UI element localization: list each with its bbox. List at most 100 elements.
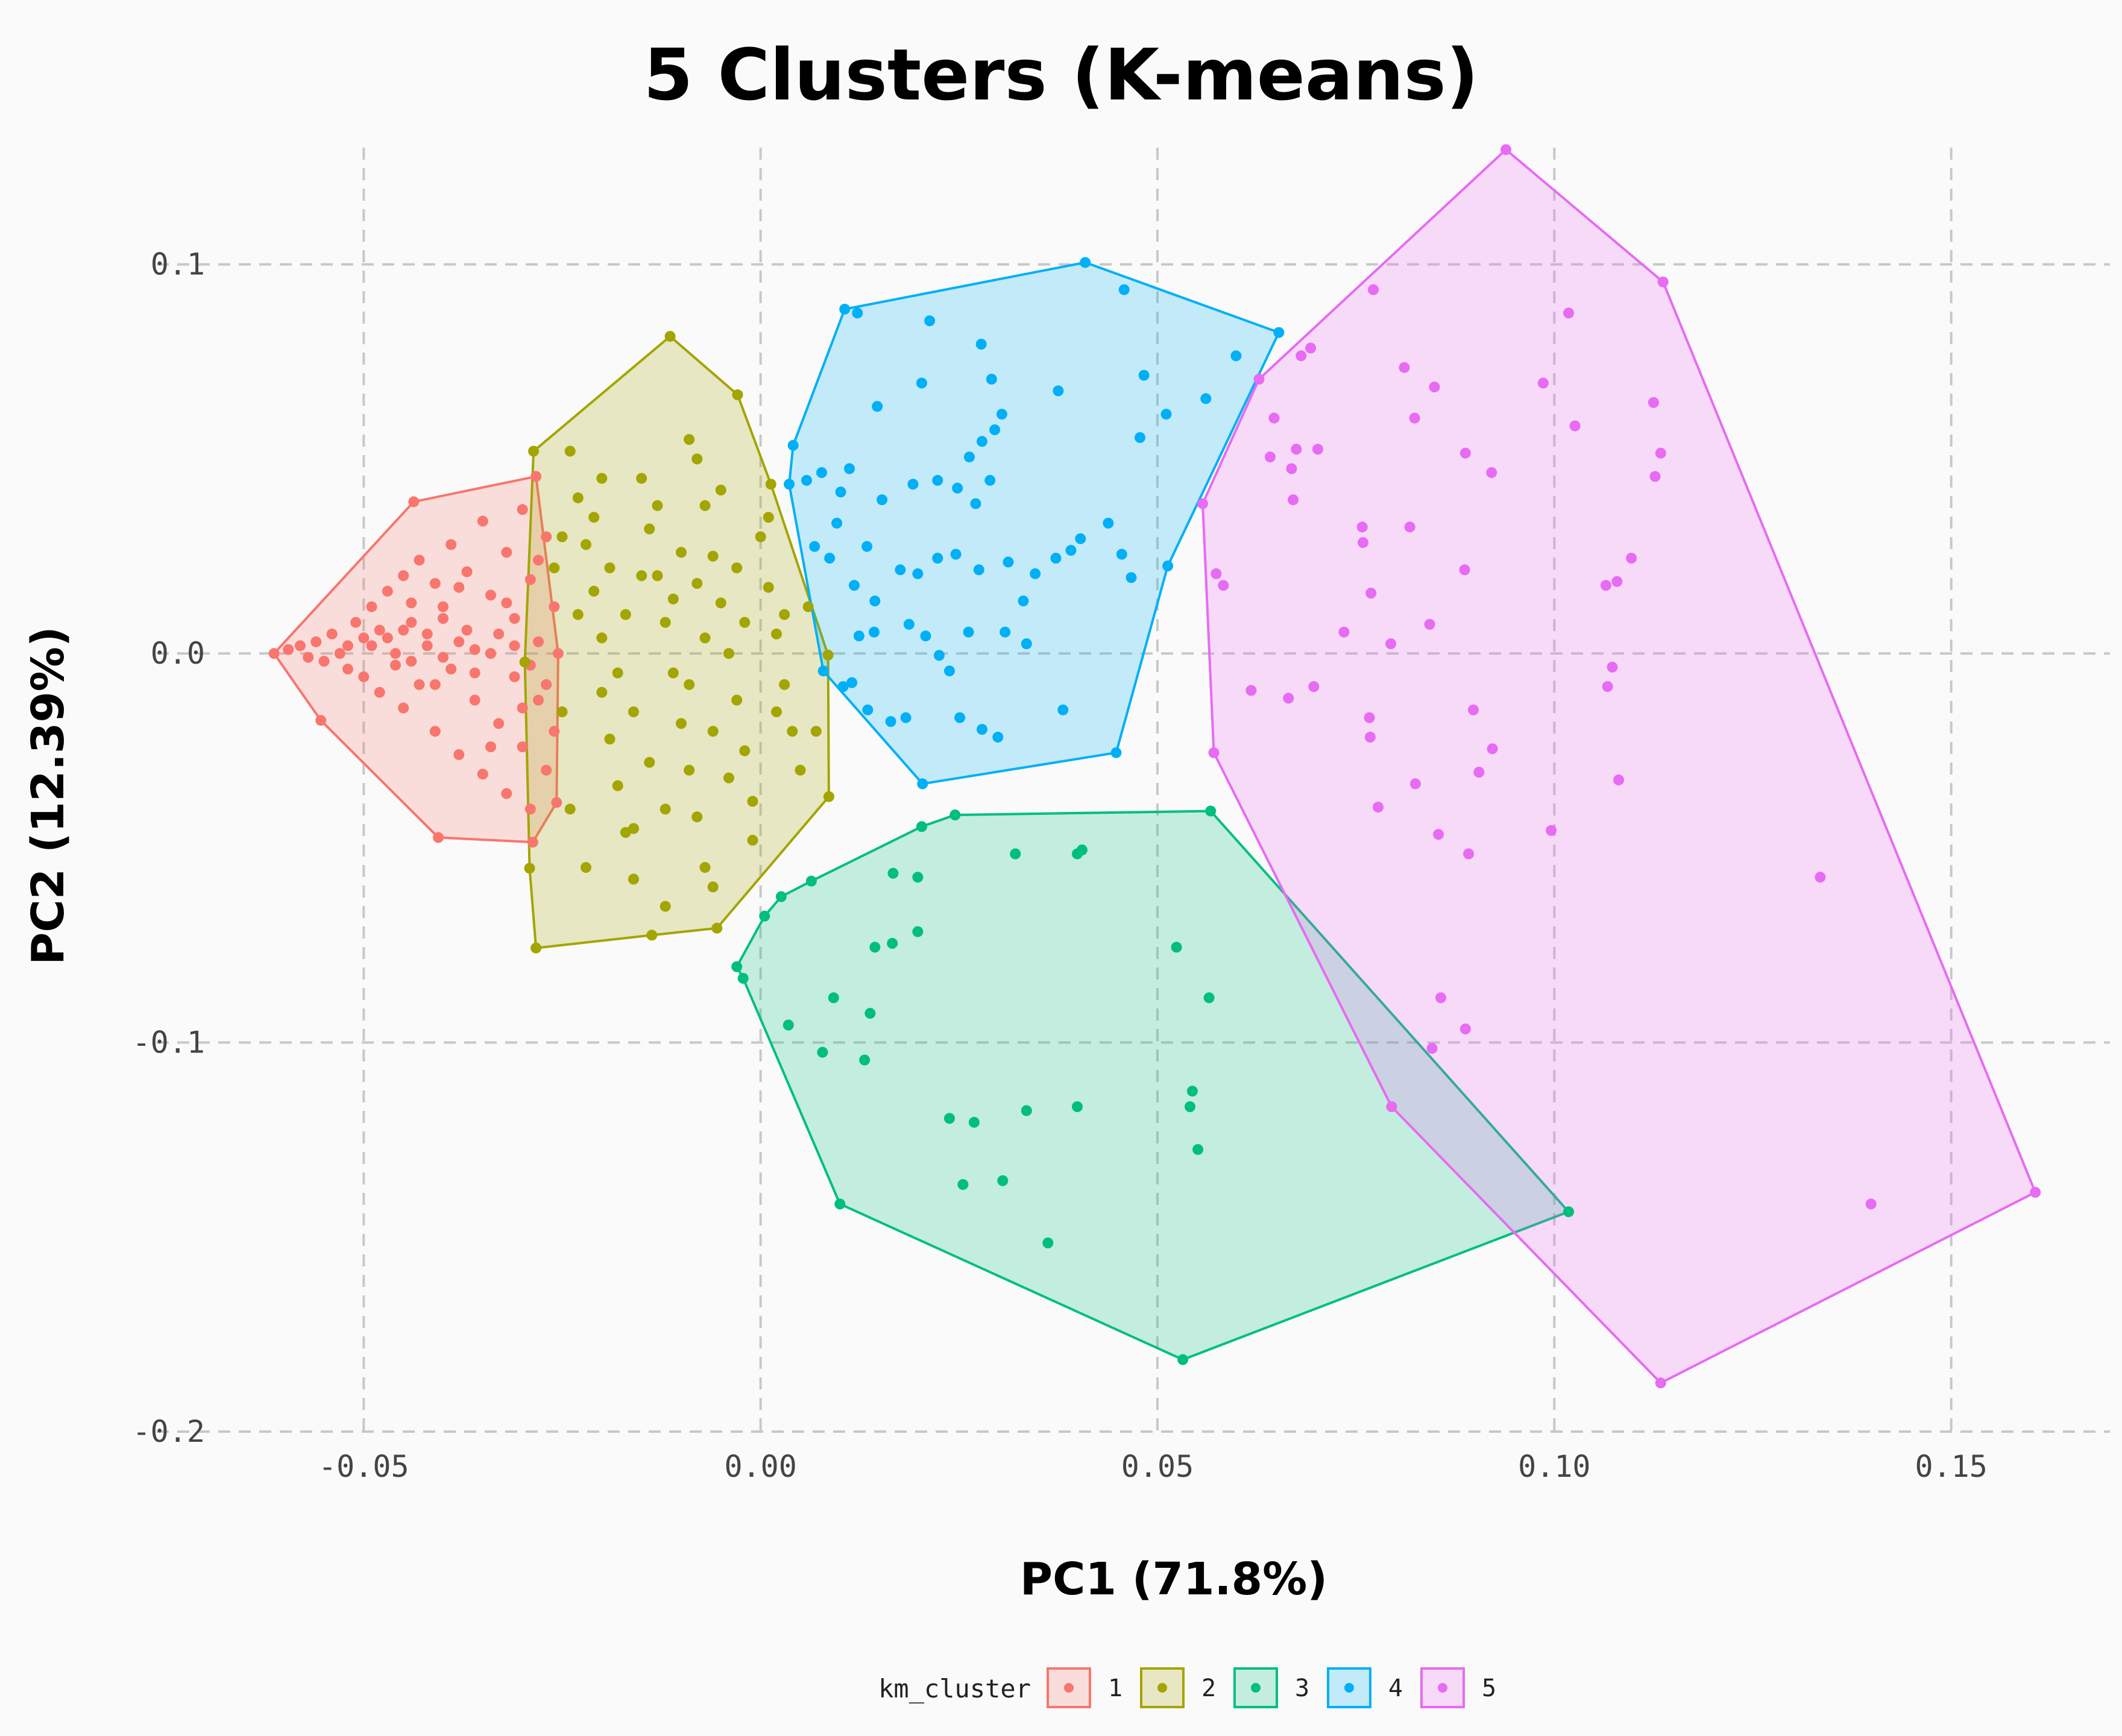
point-cluster-1-22 bbox=[382, 632, 393, 644]
point-cluster-1-49 bbox=[517, 741, 528, 752]
point-cluster-2-39 bbox=[763, 582, 774, 593]
hull-cluster-2 bbox=[523, 335, 830, 949]
point-cluster-5-12 bbox=[1429, 382, 1440, 392]
point-cluster-2-32 bbox=[707, 550, 719, 562]
legend-key-dot-2 bbox=[1157, 1683, 1167, 1693]
point-cluster-1-15 bbox=[342, 663, 353, 675]
point-cluster-2-47 bbox=[572, 609, 584, 620]
legend-key-dot-1 bbox=[1064, 1683, 1074, 1693]
x-tick-label-4: 0.15 bbox=[1915, 1449, 1987, 1484]
point-cluster-3-18 bbox=[912, 926, 924, 937]
point-cluster-3-2 bbox=[775, 891, 787, 902]
point-cluster-1-23 bbox=[390, 659, 401, 671]
point-cluster-4-37 bbox=[809, 541, 820, 552]
point-cluster-2-11 bbox=[564, 445, 576, 457]
point-cluster-1-78 bbox=[517, 702, 528, 714]
point-cluster-2-31 bbox=[699, 500, 711, 511]
y-tick-label-2: -0.1 bbox=[133, 1025, 205, 1060]
point-cluster-1-46 bbox=[509, 613, 520, 624]
point-cluster-4-61 bbox=[1018, 596, 1029, 606]
x-axis-title: PC1 (71.8%) bbox=[1020, 1553, 1327, 1605]
point-cluster-3-11 bbox=[887, 867, 899, 879]
point-cluster-4-12 bbox=[986, 374, 997, 385]
point-cluster-2-76 bbox=[628, 823, 639, 834]
point-cluster-2-50 bbox=[604, 562, 616, 574]
point-cluster-2-0 bbox=[528, 445, 540, 457]
point-cluster-5-43 bbox=[1308, 681, 1320, 692]
point-cluster-5-35 bbox=[1600, 580, 1611, 591]
point-cluster-4-28 bbox=[801, 474, 812, 486]
point-cluster-4-6 bbox=[817, 665, 829, 677]
point-cluster-2-40 bbox=[771, 628, 782, 640]
point-cluster-5-34 bbox=[1459, 564, 1470, 576]
point-cluster-2-3 bbox=[765, 479, 776, 490]
point-cluster-1-9 bbox=[295, 640, 306, 652]
point-cluster-3-10 bbox=[737, 973, 749, 984]
point-cluster-5-24 bbox=[1312, 444, 1323, 455]
point-cluster-2-1 bbox=[664, 331, 676, 342]
point-cluster-2-75 bbox=[596, 473, 608, 484]
legend-label-3: 3 bbox=[1295, 1675, 1309, 1702]
point-cluster-3-6 bbox=[1205, 805, 1217, 817]
point-cluster-2-57 bbox=[660, 804, 671, 815]
point-cluster-4-62 bbox=[1021, 638, 1032, 649]
point-cluster-3-32 bbox=[1072, 1101, 1083, 1112]
legend-title: km_cluster bbox=[878, 1674, 1031, 1703]
legend: km_cluster 1 2 3 4 5 bbox=[878, 1667, 1496, 1708]
point-cluster-2-68 bbox=[747, 834, 758, 846]
point-cluster-2-37 bbox=[747, 796, 758, 807]
point-cluster-4-43 bbox=[950, 549, 962, 560]
point-cluster-4-44 bbox=[973, 564, 984, 576]
point-cluster-2-2 bbox=[732, 389, 743, 400]
point-cluster-1-16 bbox=[350, 617, 362, 628]
point-cluster-5-0 bbox=[1500, 144, 1511, 156]
point-cluster-5-44 bbox=[1364, 712, 1375, 723]
point-cluster-1-12 bbox=[318, 656, 330, 667]
point-cluster-2-23 bbox=[652, 570, 663, 581]
points-cluster-1 bbox=[268, 471, 564, 848]
point-cluster-4-69 bbox=[977, 724, 987, 735]
point-cluster-4-59 bbox=[963, 626, 974, 638]
point-cluster-2-34 bbox=[723, 648, 734, 659]
point-cluster-5-61 bbox=[1865, 1198, 1877, 1210]
point-cluster-4-19 bbox=[1053, 385, 1064, 397]
point-cluster-1-7 bbox=[315, 715, 327, 726]
point-cluster-5-42 bbox=[1283, 693, 1294, 704]
point-cluster-2-27 bbox=[684, 764, 695, 776]
y-axis-title: PC2 (12.39%) bbox=[22, 626, 74, 965]
point-cluster-2-74 bbox=[549, 562, 560, 574]
point-cluster-5-22 bbox=[1286, 463, 1297, 474]
point-cluster-2-55 bbox=[644, 756, 655, 768]
point-cluster-2-53 bbox=[628, 706, 639, 717]
point-cluster-4-54 bbox=[869, 596, 881, 606]
point-cluster-1-48 bbox=[517, 504, 528, 515]
point-cluster-4-55 bbox=[853, 631, 864, 641]
point-cluster-1-4 bbox=[551, 797, 562, 808]
point-cluster-1-79 bbox=[533, 555, 544, 566]
legend-items: 1 2 3 4 5 bbox=[1047, 1667, 1496, 1708]
point-cluster-4-40 bbox=[895, 564, 906, 576]
point-cluster-5-23 bbox=[1291, 444, 1302, 455]
point-cluster-2-20 bbox=[628, 873, 639, 885]
point-cluster-2-65 bbox=[723, 772, 734, 784]
point-cluster-4-46 bbox=[1030, 568, 1041, 579]
point-cluster-4-3 bbox=[1162, 560, 1174, 571]
point-cluster-3-15 bbox=[1076, 844, 1088, 855]
point-cluster-5-5 bbox=[1208, 747, 1220, 758]
point-cluster-4-70 bbox=[992, 731, 1004, 743]
point-cluster-3-28 bbox=[1192, 1144, 1204, 1155]
point-cluster-2-60 bbox=[684, 679, 695, 690]
point-cluster-4-67 bbox=[900, 712, 911, 723]
point-cluster-4-23 bbox=[1200, 393, 1212, 404]
point-cluster-3-26 bbox=[1186, 1086, 1198, 1097]
point-cluster-1-19 bbox=[366, 640, 377, 652]
point-cluster-1-67 bbox=[406, 597, 417, 609]
point-cluster-2-6 bbox=[711, 922, 723, 934]
point-cluster-1-27 bbox=[414, 555, 425, 566]
point-cluster-5-31 bbox=[1211, 568, 1222, 579]
point-cluster-3-23 bbox=[859, 1054, 871, 1066]
point-cluster-2-16 bbox=[596, 687, 608, 698]
point-cluster-1-53 bbox=[533, 694, 544, 706]
